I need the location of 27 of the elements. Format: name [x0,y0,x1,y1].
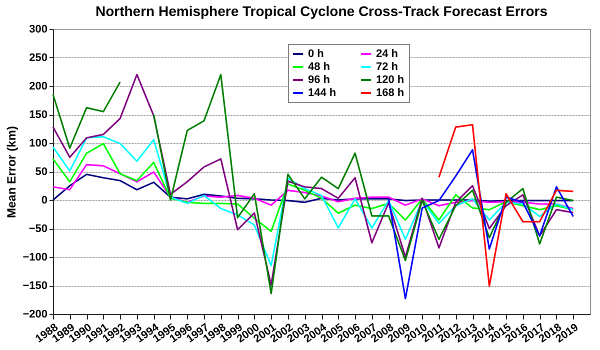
line-series [52,136,574,266]
legend-label: 48 h [308,61,330,73]
y-tick-label: 150 [29,109,48,121]
legend-label: 120 h [376,74,404,86]
y-tick-label: 100 [29,138,48,150]
legend-label: 72 h [376,61,398,73]
legend-label: 168 h [376,87,404,99]
y-tick-label: −50 [28,223,48,235]
y-tick-label: 50 [35,166,48,178]
line-series [388,149,574,300]
y-tick-label: −200 [22,308,48,320]
line-series [438,124,574,287]
chart-title: Northern Hemisphere Tropical Cyclone Cross-Track Forecast Errors [95,3,548,19]
legend-label: 96 h [308,74,330,86]
y-tick-label: −100 [22,252,48,264]
line-series [52,164,574,210]
y-axis-title: Mean Error (km) [4,126,19,218]
line-series [52,174,574,204]
y-tick-label: −150 [22,280,48,292]
y-tick-label: 250 [29,52,48,64]
legend-label: 24 h [376,48,398,60]
line-series [52,142,574,232]
y-tick-label: 200 [29,80,48,92]
legend-label: 0 h [308,48,324,60]
y-tick-label: 300 [29,24,48,36]
legend-label: 144 h [308,87,336,99]
y-tick-label: 0 [41,194,48,206]
